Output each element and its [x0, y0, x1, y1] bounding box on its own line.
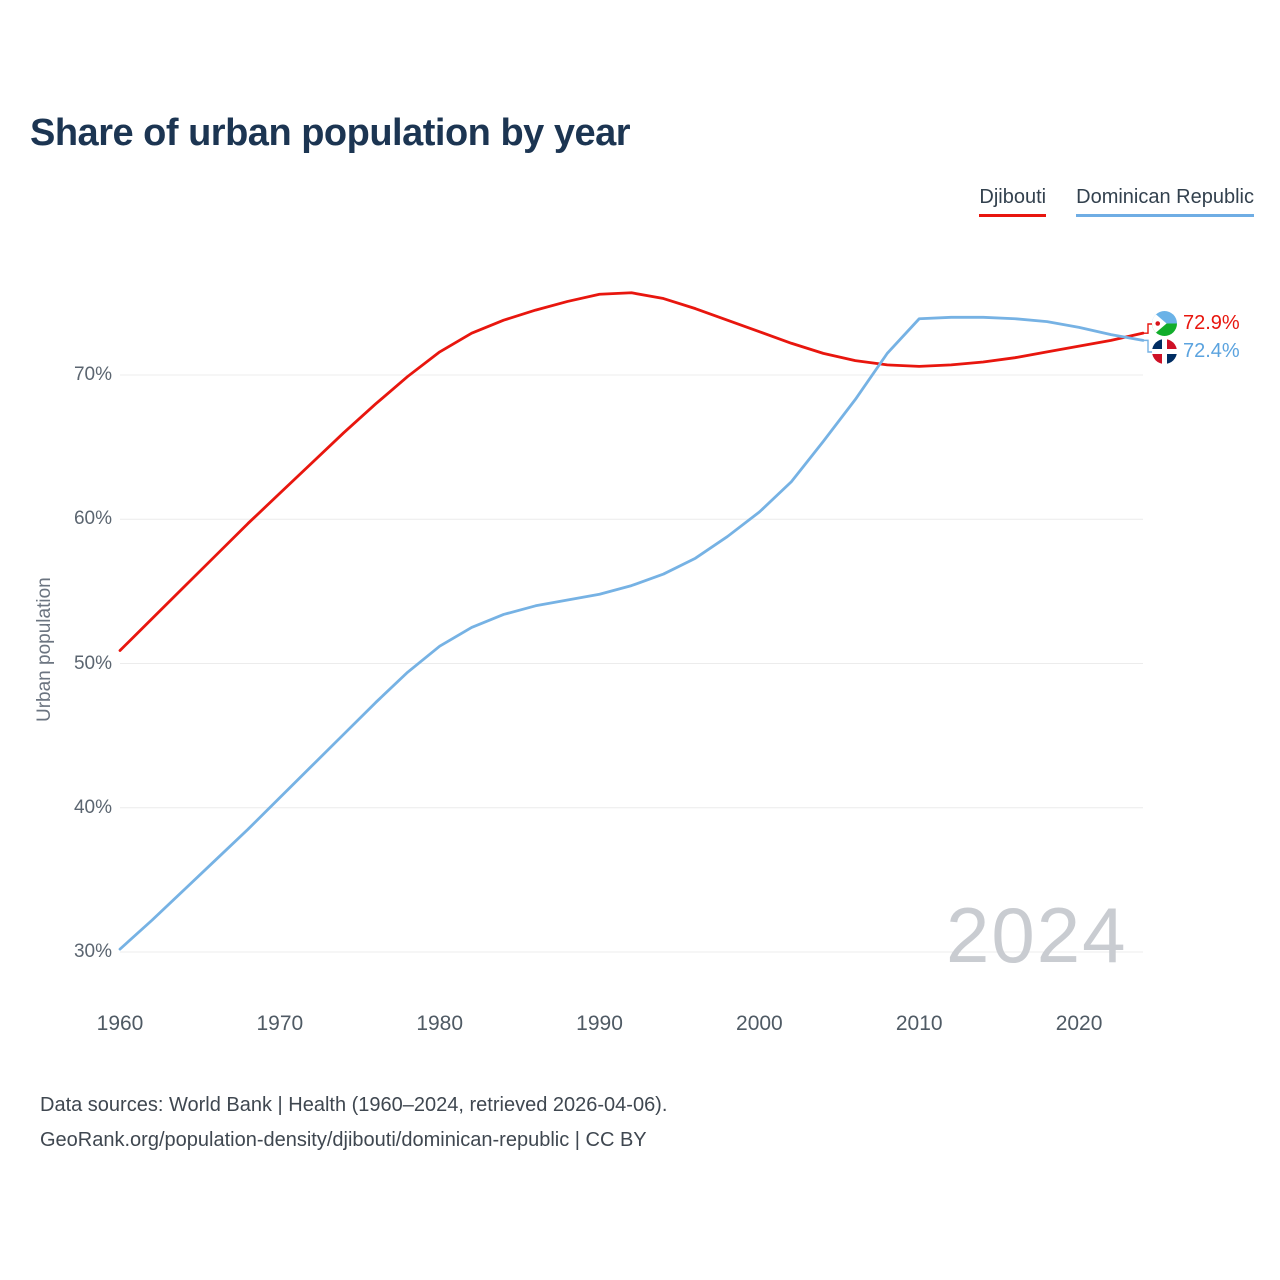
end-label-connector — [1143, 323, 1153, 334]
y-tick-label: 30% — [73, 941, 112, 962]
y-tick-label: 50% — [73, 652, 112, 674]
x-tick-label: 1960 — [96, 1012, 144, 1035]
x-tick-label: 1970 — [256, 1012, 304, 1035]
x-tick-label: 2000 — [736, 1012, 783, 1035]
footer: Data sources: World Bank | Health (1960–… — [40, 1088, 667, 1158]
end-label-dominican-republic: 72.4% — [1152, 339, 1240, 364]
series-line-djibouti — [118, 291, 1145, 652]
y-tick-label: 40% — [73, 796, 112, 818]
end-label-connector — [1143, 339, 1153, 353]
dominican-republic-flag-icon — [1152, 339, 1177, 364]
end-value-djibouti: 72.9% — [1183, 312, 1240, 334]
legend: Djibouti Dominican Republic — [979, 186, 1254, 217]
x-tick-label: 1980 — [416, 1012, 464, 1035]
data-sources-line: Data sources: World Bank | Health (1960–… — [40, 1094, 668, 1116]
legend-item-djibouti[interactable]: Djibouti — [979, 186, 1047, 217]
y-tick-label: 70% — [73, 364, 112, 385]
end-label-djibouti: 72.9% — [1152, 311, 1240, 336]
end-value-dominican-republic: 72.4% — [1183, 340, 1240, 362]
djibouti-flag-icon — [1152, 311, 1177, 336]
series-line-dominican-republic — [118, 315, 1145, 951]
x-tick-label: 2020 — [1055, 1012, 1103, 1035]
attribution-line: GeoRank.org/population-density/djibouti/… — [40, 1129, 647, 1151]
x-tick-label: 1990 — [576, 1012, 623, 1035]
y-tick-label: 60% — [73, 508, 112, 530]
watermark-year: 2024 — [946, 891, 1128, 979]
page-title: Share of urban population by year — [30, 112, 631, 154]
x-tick-label: 2010 — [895, 1012, 943, 1035]
legend-item-dominican-republic[interactable]: Dominican Republic — [1076, 186, 1254, 217]
